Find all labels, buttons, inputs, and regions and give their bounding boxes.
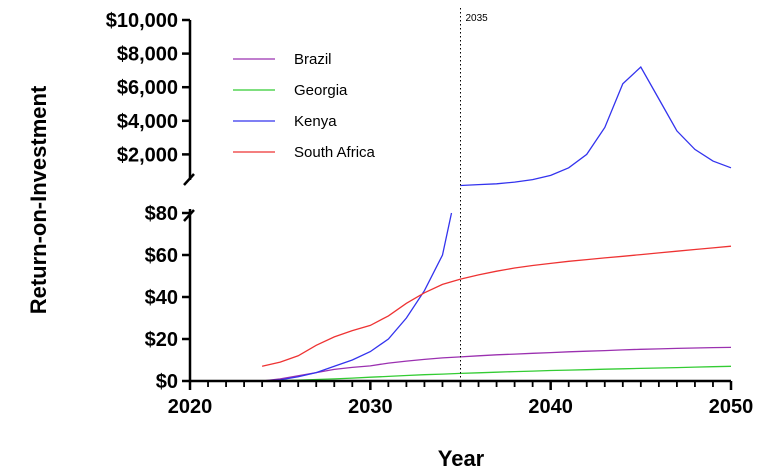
x-tick-label: 2040 [528,396,573,418]
legend-label-georgia: Georgia [294,82,348,99]
axes: 2035 $0 $20 $40 $60 $80 $2,000 $4,000 $6,000 $8,0… [106,8,754,418]
reference-line-label: 2035 [466,13,489,24]
y-tick-label-upper: $2,000 [117,144,178,166]
series-line-brazil [262,346,732,382]
y-tick-label-upper: $4,000 [117,111,178,133]
plot-lines [261,65,732,382]
y-tick-label-lower: $20 [145,329,178,351]
series-line-kenya [262,212,453,382]
legend: Brazil Georgia Kenya South Africa [233,51,376,161]
legend-label-south-africa: South Africa [294,144,376,161]
x-tick-label: 2050 [709,396,754,418]
y-tick-label-lower: $80 [145,203,178,225]
legend-label-brazil: Brazil [294,51,332,68]
y-tick-label-upper: $6,000 [117,77,178,99]
x-tick-label: 2020 [168,396,213,418]
x-tick-label: 2030 [348,396,393,418]
y-tick-label-lower: $60 [145,245,178,267]
series-line-south-africa [261,245,732,367]
axis-break-mark-lower [183,209,195,222]
axis-break-mark-upper [183,173,195,186]
y-axis-title: Return-on-Investment [26,85,51,314]
series-line-kenya-upper [460,65,732,187]
y-tick-label-lower: $40 [145,287,178,309]
y-tick-label-upper: $8,000 [117,44,178,66]
y-tick-label-lower: $0 [156,371,178,393]
x-axis-title: Year [438,446,485,471]
series-line-georgia [262,365,732,382]
y-tick-label-upper: $10,000 [106,10,178,32]
legend-label-kenya: Kenya [294,113,337,130]
